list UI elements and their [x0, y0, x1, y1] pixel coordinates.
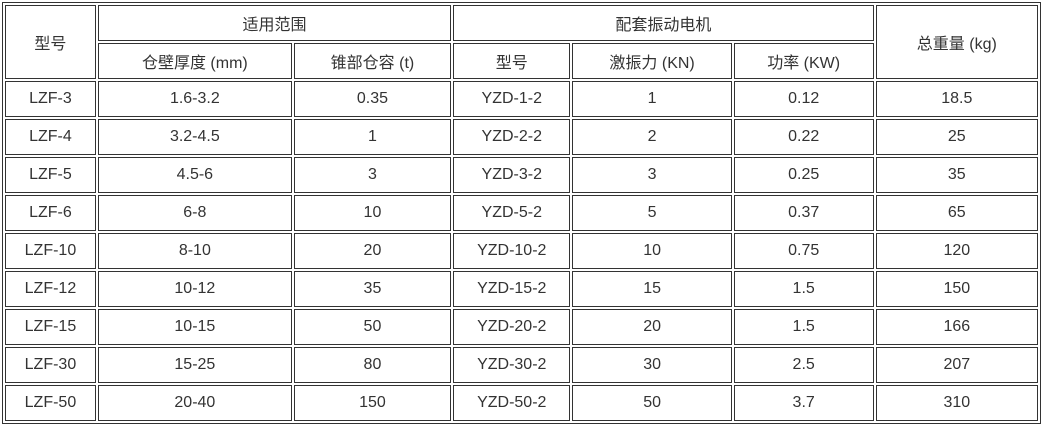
table-row: LZF-5 4.5-6 3 YZD-3-2 3 0.25 35 — [5, 157, 1038, 193]
table-cell: 5 — [572, 195, 732, 231]
table-cell: 4.5-6 — [97, 157, 292, 193]
table-cell: LZF-4 — [5, 119, 96, 155]
header-row-sub: 仓壁厚度 (mm) 锥部仓容 (t) 型号 激振力 (KN) 功率 (KW) — [5, 43, 1038, 79]
table-cell: 3 — [572, 157, 732, 193]
table-cell: 50 — [572, 385, 732, 421]
header-total-weight: 总重量 (kg) — [875, 5, 1038, 79]
table-cell: 2.5 — [733, 347, 874, 383]
header-row-groups: 型号 适用范围 配套振动电机 总重量 (kg) — [5, 5, 1038, 79]
header-wall-thickness: 仓壁厚度 (mm) — [97, 43, 292, 79]
table-cell: LZF-50 — [5, 385, 96, 421]
table-cell: 0.75 — [733, 233, 874, 269]
table-cell: 50 — [293, 309, 452, 345]
table-cell: 0.12 — [733, 81, 874, 117]
table-cell: LZF-5 — [5, 157, 96, 193]
table-cell: 65 — [875, 195, 1038, 231]
table-cell: 166 — [875, 309, 1038, 345]
table-cell: 1.5 — [733, 271, 874, 307]
table-cell: 6-8 — [97, 195, 292, 231]
table-cell: 35 — [875, 157, 1038, 193]
table-cell: 8-10 — [97, 233, 292, 269]
table-row: LZF-30 15-25 80 YZD-30-2 30 2.5 207 — [5, 347, 1038, 383]
table-cell: 0.35 — [293, 81, 452, 117]
header-power: 功率 (KW) — [733, 43, 874, 79]
table-cell: LZF-10 — [5, 233, 96, 269]
table-cell: YZD-50-2 — [453, 385, 571, 421]
table-row: LZF-10 8-10 20 YZD-10-2 10 0.75 120 — [5, 233, 1038, 269]
table-cell: LZF-15 — [5, 309, 96, 345]
table-cell: YZD-3-2 — [453, 157, 571, 193]
table-cell: 150 — [293, 385, 452, 421]
table-row: LZF-3 1.6-3.2 0.35 YZD-1-2 1 0.12 18.5 — [5, 81, 1038, 117]
table-cell: YZD-20-2 — [453, 309, 571, 345]
table-cell: LZF-30 — [5, 347, 96, 383]
table-cell: 80 — [293, 347, 452, 383]
table-cell: 3 — [293, 157, 452, 193]
table-cell: 30 — [572, 347, 732, 383]
table-cell: YZD-1-2 — [453, 81, 571, 117]
table-cell: 15-25 — [97, 347, 292, 383]
header-motor-group: 配套振动电机 — [453, 5, 874, 41]
table-cell: YZD-5-2 — [453, 195, 571, 231]
header-applicable-range: 适用范围 — [97, 5, 452, 41]
table-cell: 3.2-4.5 — [97, 119, 292, 155]
table-cell: LZF-3 — [5, 81, 96, 117]
table-cell: YZD-2-2 — [453, 119, 571, 155]
table-cell: 10-15 — [97, 309, 292, 345]
table-cell: 2 — [572, 119, 732, 155]
header-motor-model: 型号 — [453, 43, 571, 79]
table-cell: 1 — [293, 119, 452, 155]
table-cell: 20-40 — [97, 385, 292, 421]
table-cell: LZF-12 — [5, 271, 96, 307]
table-cell: 1.5 — [733, 309, 874, 345]
table-cell: 10-12 — [97, 271, 292, 307]
table-cell: 0.22 — [733, 119, 874, 155]
table-cell: 0.37 — [733, 195, 874, 231]
header-excitation-force: 激振力 (KN) — [572, 43, 732, 79]
table-cell: 18.5 — [875, 81, 1038, 117]
table-cell: 15 — [572, 271, 732, 307]
table-cell: 10 — [293, 195, 452, 231]
table-row: LZF-12 10-12 35 YZD-15-2 15 1.5 150 — [5, 271, 1038, 307]
table-cell: YZD-15-2 — [453, 271, 571, 307]
table-cell: 1.6-3.2 — [97, 81, 292, 117]
table-cell: 310 — [875, 385, 1038, 421]
header-cone-capacity: 锥部仓容 (t) — [293, 43, 452, 79]
table-cell: 25 — [875, 119, 1038, 155]
table-row: LZF-50 20-40 150 YZD-50-2 50 3.7 310 — [5, 385, 1038, 421]
table-cell: 20 — [293, 233, 452, 269]
table-row: LZF-4 3.2-4.5 1 YZD-2-2 2 0.22 25 — [5, 119, 1038, 155]
table-cell: LZF-6 — [5, 195, 96, 231]
table-cell: 20 — [572, 309, 732, 345]
table-header: 型号 适用范围 配套振动电机 总重量 (kg) 仓壁厚度 (mm) 锥部仓容 (… — [5, 5, 1038, 79]
table-body: LZF-3 1.6-3.2 0.35 YZD-1-2 1 0.12 18.5 LZF-4 3.2… — [5, 81, 1038, 421]
table-cell: 120 — [875, 233, 1038, 269]
table-cell: 150 — [875, 271, 1038, 307]
table-row: LZF-15 10-15 50 YZD-20-2 20 1.5 166 — [5, 309, 1038, 345]
table-cell: YZD-30-2 — [453, 347, 571, 383]
table-row: LZF-6 6-8 10 YZD-5-2 5 0.37 65 — [5, 195, 1038, 231]
header-model: 型号 — [5, 5, 96, 79]
table-cell: 3.7 — [733, 385, 874, 421]
table-cell: 0.25 — [733, 157, 874, 193]
table-cell: 10 — [572, 233, 732, 269]
table-cell: 207 — [875, 347, 1038, 383]
table-cell: 1 — [572, 81, 732, 117]
table-cell: YZD-10-2 — [453, 233, 571, 269]
table-cell: 35 — [293, 271, 452, 307]
